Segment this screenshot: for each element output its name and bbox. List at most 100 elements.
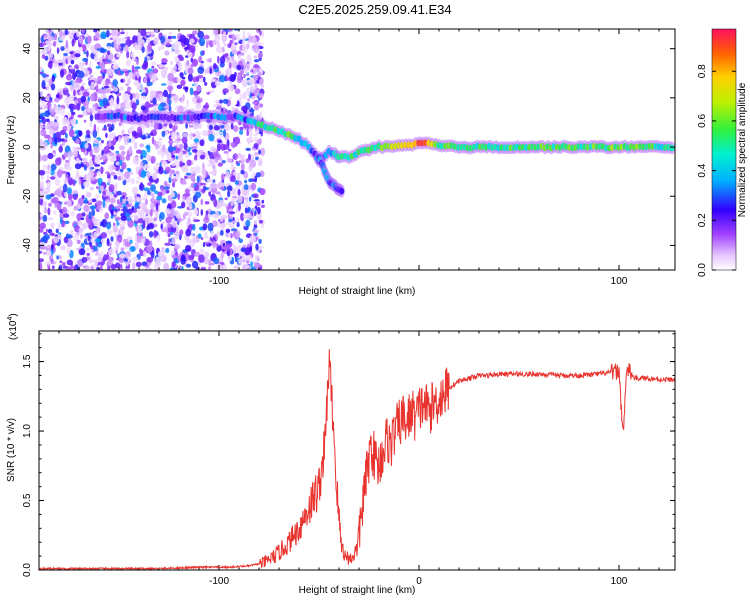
noise-speckle bbox=[239, 129, 244, 135]
noise-speckle bbox=[168, 238, 171, 244]
noise-speckle bbox=[231, 55, 235, 62]
noise-speckle bbox=[165, 248, 170, 254]
noise-speckle bbox=[194, 251, 201, 257]
noise-speckle bbox=[244, 213, 249, 218]
noise-speckle bbox=[207, 222, 214, 232]
noise-speckle bbox=[150, 184, 156, 192]
noise-speckle bbox=[39, 169, 46, 176]
noise-speckle bbox=[82, 91, 90, 97]
noise-speckle bbox=[150, 209, 153, 217]
noise-speckle bbox=[63, 213, 70, 218]
noise-speckle bbox=[128, 71, 133, 79]
colorbar-tick-label: 0.0 bbox=[697, 263, 708, 277]
noise-speckle bbox=[81, 29, 85, 34]
noise-speckle bbox=[100, 238, 105, 244]
noise-speckle bbox=[49, 105, 52, 114]
noise-speckle bbox=[90, 93, 96, 102]
noise-speckle bbox=[84, 137, 91, 142]
noise-speckle bbox=[84, 103, 89, 111]
noise-speckle bbox=[204, 251, 210, 258]
noise-speckle bbox=[245, 219, 251, 227]
noise-speckle bbox=[114, 205, 121, 210]
noise-speckle bbox=[95, 84, 99, 91]
noise-speckle bbox=[102, 199, 106, 208]
noise-speckle bbox=[108, 184, 115, 193]
noise-speckle bbox=[56, 202, 62, 211]
noise-speckle bbox=[90, 237, 98, 244]
noise-speckle bbox=[208, 57, 212, 63]
noise-speckle bbox=[91, 107, 96, 114]
noise-speckle bbox=[210, 230, 214, 239]
noise-speckle bbox=[139, 182, 144, 190]
noise-speckle bbox=[81, 105, 86, 112]
noise-speckle bbox=[167, 233, 171, 238]
noise-speckle bbox=[134, 44, 141, 51]
noise-speckle bbox=[90, 81, 96, 91]
noise-speckle bbox=[222, 88, 229, 94]
noise-speckle bbox=[159, 99, 167, 104]
noise-speckle bbox=[120, 172, 126, 182]
noise-speckle bbox=[120, 31, 125, 35]
heatmap-x-ticks: -100 100 bbox=[58, 29, 660, 287]
noise-speckle bbox=[55, 94, 60, 99]
noise-speckle bbox=[39, 250, 43, 254]
noise-speckle bbox=[93, 245, 98, 252]
noise-speckle bbox=[207, 66, 210, 74]
noise-speckle bbox=[120, 29, 125, 33]
noise-speckle bbox=[41, 103, 48, 110]
noise-speckle bbox=[80, 95, 87, 103]
noise-speckle bbox=[162, 144, 166, 153]
noise-speckle bbox=[241, 45, 248, 53]
noise-speckle bbox=[87, 108, 91, 113]
noise-speckle bbox=[39, 140, 44, 148]
noise-speckle bbox=[194, 191, 202, 199]
noise-speckle bbox=[137, 176, 141, 180]
noise-speckle bbox=[135, 166, 140, 175]
noise-speckle bbox=[200, 237, 204, 240]
noise-speckle bbox=[219, 56, 226, 64]
noise-speckle bbox=[249, 159, 257, 168]
noise-speckle bbox=[253, 229, 260, 233]
noise-speckle bbox=[214, 80, 221, 87]
noise-speckle bbox=[104, 88, 111, 94]
noise-speckle bbox=[106, 238, 110, 247]
noise-speckle bbox=[193, 208, 199, 216]
noise-speckle bbox=[171, 35, 177, 39]
noise-speckle bbox=[62, 140, 66, 146]
noise-speckle bbox=[83, 204, 90, 213]
noise-speckle bbox=[45, 96, 50, 102]
noise-speckle bbox=[114, 216, 121, 221]
noise-speckle bbox=[39, 197, 43, 206]
heatmap-y-ticks: -40 -20 0 20 40 bbox=[22, 43, 675, 253]
noise-speckle bbox=[173, 173, 176, 177]
noise-speckle bbox=[251, 36, 257, 45]
noise-speckle bbox=[96, 48, 100, 51]
noise-speckle bbox=[241, 36, 248, 40]
noise-speckle bbox=[106, 50, 111, 56]
noise-speckle bbox=[258, 150, 261, 155]
noise-speckle bbox=[198, 248, 205, 255]
y-tick-label: 0 bbox=[22, 144, 33, 150]
noise-speckle bbox=[203, 232, 208, 239]
noise-speckle bbox=[165, 189, 170, 194]
noise-speckle bbox=[68, 33, 74, 38]
noise-speckle bbox=[232, 244, 236, 252]
noise-speckle bbox=[141, 63, 148, 70]
noise-speckle bbox=[113, 57, 116, 65]
noise-speckle bbox=[157, 235, 160, 242]
noise-speckle bbox=[78, 248, 86, 256]
noise-speckle bbox=[131, 130, 137, 137]
noise-speckle bbox=[165, 38, 172, 43]
noise-speckle bbox=[209, 67, 212, 75]
colorbar-tick-label: 0.2 bbox=[697, 213, 708, 227]
noise-speckle bbox=[199, 154, 206, 160]
noise-speckle bbox=[257, 206, 261, 215]
noise-speckle bbox=[39, 262, 43, 270]
noise-speckle bbox=[89, 74, 94, 78]
noise-speckle bbox=[222, 144, 230, 150]
noise-speckle bbox=[158, 166, 162, 172]
noise-speckle bbox=[69, 229, 74, 236]
noise-speckle bbox=[39, 258, 44, 263]
noise-speckle bbox=[173, 267, 177, 270]
